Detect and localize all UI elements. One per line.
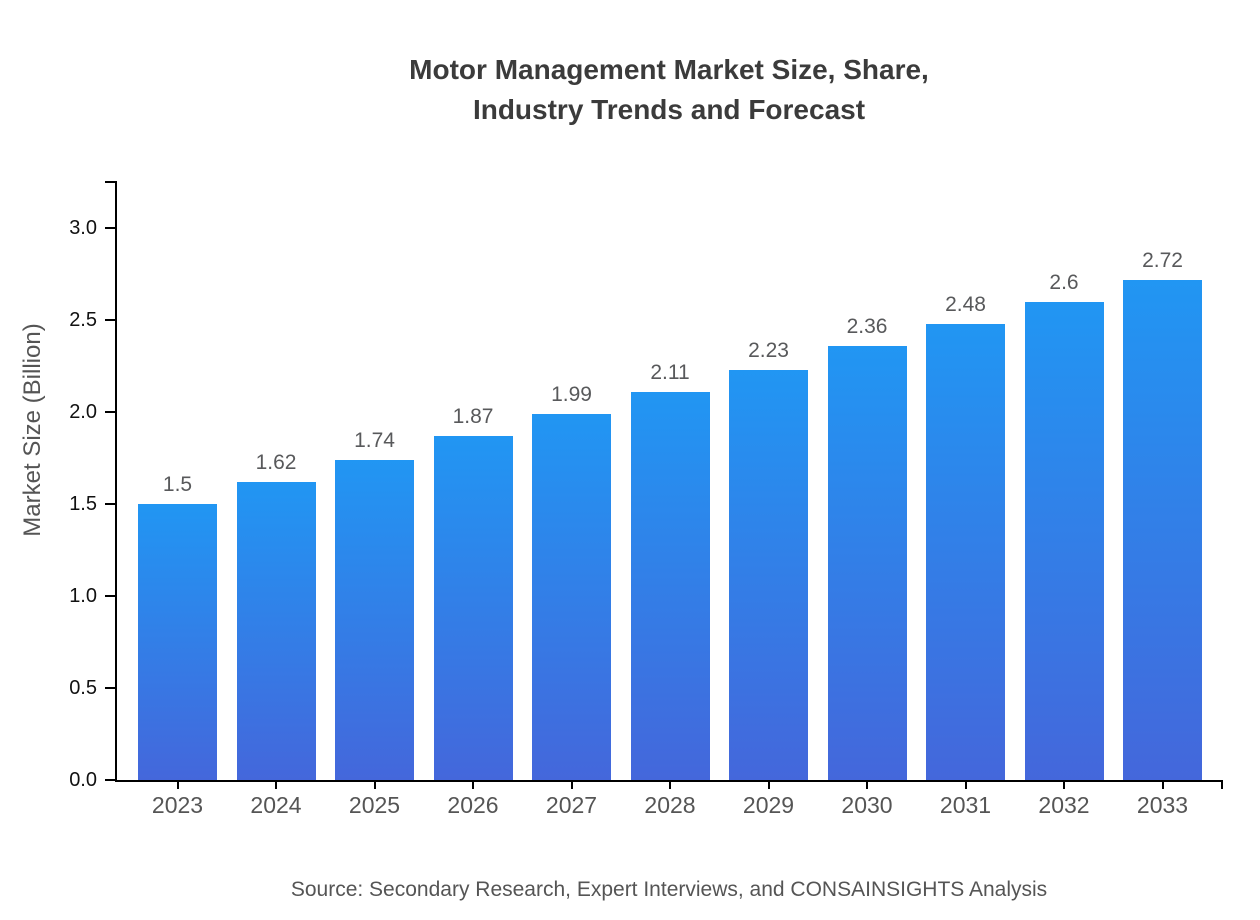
x-axis-tick: [1161, 780, 1164, 789]
y-axis-tick-label: 2.0: [69, 401, 97, 423]
value-label-2027: 1.99: [551, 383, 592, 406]
x-axis-label-2031: 2031: [939, 792, 992, 818]
x-axis-right-cap: [1221, 780, 1223, 789]
x-axis-tick: [472, 780, 474, 789]
x-axis-tick: [176, 780, 179, 789]
bar-2033: [1123, 280, 1202, 780]
x-axis-label-2028: 2028: [644, 792, 696, 818]
x-axis-label-2029: 2029: [742, 792, 795, 818]
y-axis-tick-label: 0.5: [69, 677, 97, 699]
x-axis-label-2030: 2030: [841, 792, 893, 818]
y-axis-line: [115, 181, 117, 782]
y-axis-tick-label: 2.5: [69, 309, 97, 331]
x-axis-tick: [866, 780, 868, 789]
y-axis-tick: [105, 319, 115, 321]
y-axis-tick: [105, 687, 115, 689]
plot-area: 0.0 0.5 1.0 1.5 2.0 2.5 3.0 1.5 2023 1.62 2024 1.74…: [69, 181, 1227, 821]
value-label-2032: 2.6: [1049, 271, 1079, 294]
chart-title-line2: Industry Trends and Forecast: [472, 94, 866, 125]
x-axis-label-2027: 2027: [545, 792, 598, 818]
bar-2032: [1024, 302, 1104, 780]
x-axis-tick: [373, 780, 376, 789]
value-label-2023: 1.5: [162, 473, 193, 496]
y-axis-tick: [105, 411, 115, 413]
value-label-2026: 1.87: [452, 405, 494, 428]
y-axis-tick-label: 0.0: [69, 769, 97, 791]
y-axis-tick: [105, 227, 115, 229]
bar-2025: [335, 460, 414, 780]
x-axis-label-2026: 2026: [447, 792, 499, 818]
bar-2024: [236, 482, 316, 780]
bar-2030: [827, 346, 907, 780]
bar-2027: [532, 414, 611, 780]
y-axis-tick: [105, 503, 115, 505]
y-axis-tick: [105, 779, 115, 781]
bar-2023: [138, 504, 217, 780]
value-label-2029: 2.23: [748, 339, 789, 362]
bar-2028: [630, 392, 710, 780]
bar-2026: [433, 436, 513, 780]
chart-title-line1: Motor Management Market Size, Share,: [409, 54, 929, 85]
x-axis-label-2033: 2033: [1136, 792, 1189, 818]
value-label-2030: 2.36: [846, 315, 888, 338]
chart-title: Motor Management Market Size, Share, Ind…: [117, 50, 1221, 130]
value-label-2024: 1.62: [255, 451, 297, 474]
x-axis-tick: [669, 780, 671, 789]
bar-2029: [729, 370, 808, 780]
y-axis-tick: [105, 595, 115, 597]
value-label-2031: 2.48: [945, 293, 986, 316]
source-note: Source: Secondary Research, Expert Inter…: [290, 878, 1048, 901]
y-axis-tick-label: 1.0: [69, 585, 97, 607]
y-axis-top-cap: [105, 181, 115, 183]
bar-2031: [926, 324, 1005, 780]
x-axis-tick: [964, 780, 967, 789]
y-axis-tick-label: 3.0: [69, 217, 97, 239]
x-axis-label-2032: 2032: [1038, 792, 1090, 818]
x-axis-label-2024: 2024: [250, 792, 302, 818]
x-axis-tick: [767, 780, 770, 789]
value-label-2033: 2.72: [1142, 249, 1183, 272]
x-axis-label-2025: 2025: [348, 792, 401, 818]
x-axis-tick: [570, 780, 573, 789]
value-label-2028: 2.11: [650, 361, 690, 384]
x-axis-label-2023: 2023: [151, 792, 204, 818]
x-axis-tick: [275, 780, 277, 789]
y-axis-tick-label: 1.5: [69, 493, 97, 515]
x-axis-tick: [1063, 780, 1065, 789]
value-label-2025: 1.74: [354, 429, 395, 452]
